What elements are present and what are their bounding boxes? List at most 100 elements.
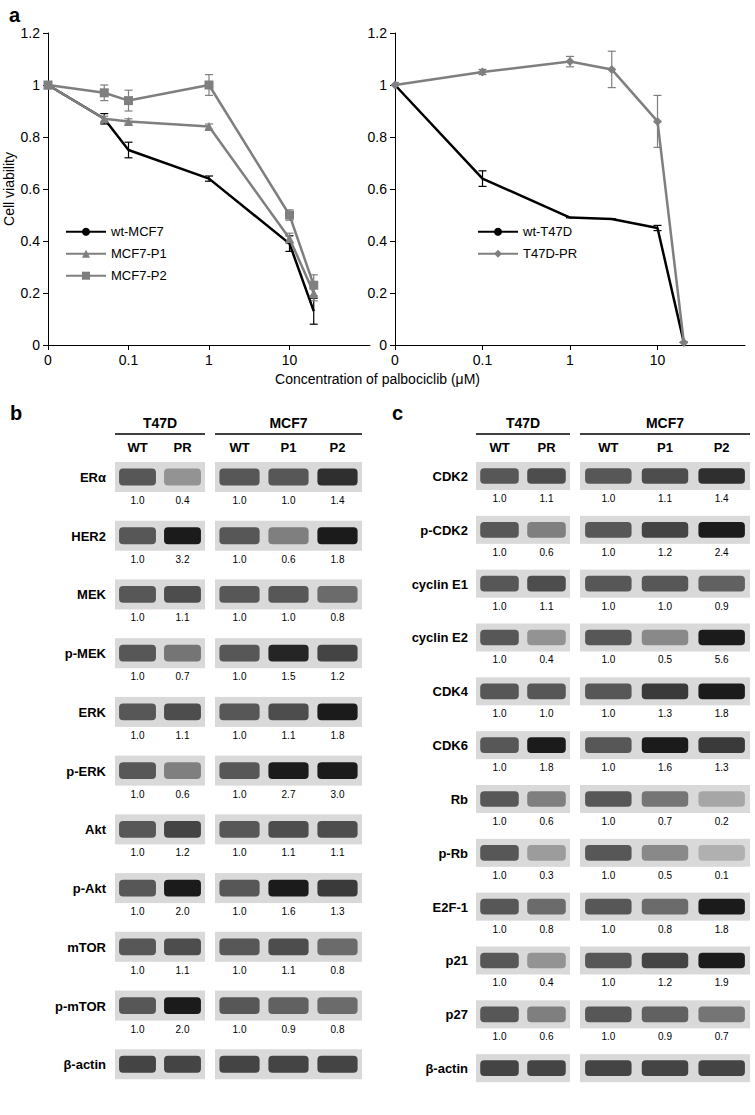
svg-text:MCF7: MCF7: [646, 415, 684, 431]
svg-text:0.7: 0.7: [658, 816, 672, 827]
svg-text:1.0: 1.0: [601, 762, 615, 773]
svg-text:1.0: 1.0: [131, 495, 145, 506]
svg-text:2.7: 2.7: [282, 789, 296, 800]
svg-text:0.1: 0.1: [473, 352, 493, 368]
svg-text:Concentration of palbociclib (: Concentration of palbociclib (μM): [275, 371, 480, 387]
svg-text:PR: PR: [537, 440, 556, 455]
svg-text:1.0: 1.0: [233, 730, 247, 741]
svg-text:b: b: [10, 402, 22, 424]
svg-text:mTOR: mTOR: [67, 940, 106, 955]
svg-text:0.4: 0.4: [176, 495, 190, 506]
svg-text:1.2: 1.2: [658, 547, 672, 558]
svg-text:Cell viability: Cell viability: [1, 152, 17, 226]
svg-text:1.2: 1.2: [176, 847, 190, 858]
svg-text:1.0: 1.0: [493, 816, 507, 827]
svg-text:1.0: 1.0: [493, 654, 507, 665]
svg-text:1.0: 1.0: [493, 977, 507, 988]
svg-text:0: 0: [379, 337, 387, 353]
svg-text:0.7: 0.7: [715, 1031, 729, 1042]
svg-text:1.1: 1.1: [658, 493, 672, 504]
svg-text:10: 10: [650, 352, 666, 368]
svg-text:1.0: 1.0: [233, 495, 247, 506]
svg-text:1.0: 1.0: [131, 730, 145, 741]
svg-text:1.0: 1.0: [131, 965, 145, 976]
svg-text:1.0: 1.0: [131, 612, 145, 623]
svg-text:1.8: 1.8: [540, 762, 554, 773]
svg-text:1.0: 1.0: [601, 977, 615, 988]
svg-text:1.1: 1.1: [540, 601, 554, 612]
svg-text:1.0: 1.0: [601, 870, 615, 881]
svg-text:WT: WT: [229, 440, 249, 455]
svg-text:1.8: 1.8: [715, 708, 729, 719]
svg-text:β-actin: β-actin: [63, 1057, 106, 1072]
svg-text:0: 0: [391, 352, 399, 368]
svg-text:1.0: 1.0: [233, 1024, 247, 1035]
svg-text:WT: WT: [127, 440, 147, 455]
svg-text:1.0: 1.0: [493, 708, 507, 719]
svg-text:1: 1: [379, 77, 387, 93]
svg-text:1.0: 1.0: [493, 762, 507, 773]
svg-text:1.1: 1.1: [540, 493, 554, 504]
svg-text:3.2: 3.2: [176, 554, 190, 565]
svg-text:0.5: 0.5: [658, 654, 672, 665]
svg-text:p-Akt: p-Akt: [73, 881, 107, 896]
svg-text:0.6: 0.6: [540, 816, 554, 827]
svg-text:1.2: 1.2: [331, 671, 345, 682]
svg-text:0.7: 0.7: [176, 671, 190, 682]
svg-text:0.9: 0.9: [282, 1024, 296, 1035]
svg-text:2.0: 2.0: [176, 906, 190, 917]
svg-text:β-actin: β-actin: [425, 1061, 468, 1076]
svg-text:wt-MCF7: wt-MCF7: [110, 224, 164, 239]
svg-text:1.0: 1.0: [493, 1031, 507, 1042]
svg-text:1.8: 1.8: [715, 924, 729, 935]
svg-text:1.0: 1.0: [131, 789, 145, 800]
svg-text:0.8: 0.8: [331, 612, 345, 623]
svg-text:1.6: 1.6: [282, 906, 296, 917]
svg-text:T47D: T47D: [506, 415, 540, 431]
svg-text:1.0: 1.0: [233, 789, 247, 800]
svg-text:T47D: T47D: [143, 415, 177, 431]
svg-text:1.0: 1.0: [493, 547, 507, 558]
svg-text:1.1: 1.1: [176, 612, 190, 623]
svg-text:1.0: 1.0: [601, 654, 615, 665]
svg-text:T47D-PR: T47D-PR: [523, 246, 577, 261]
svg-text:1.1: 1.1: [282, 730, 296, 741]
svg-text:1.0: 1.0: [131, 1024, 145, 1035]
svg-text:1.0: 1.0: [233, 906, 247, 917]
svg-text:1.8: 1.8: [331, 554, 345, 565]
svg-text:1.0: 1.0: [233, 554, 247, 565]
svg-text:0.2: 0.2: [715, 816, 729, 827]
svg-text:1.1: 1.1: [176, 965, 190, 976]
svg-text:1.0: 1.0: [601, 601, 615, 612]
svg-text:c: c: [392, 402, 403, 424]
svg-text:1: 1: [32, 77, 40, 93]
svg-text:CDK2: CDK2: [433, 469, 468, 484]
svg-text:p27: p27: [446, 1007, 468, 1022]
svg-text:1.0: 1.0: [131, 906, 145, 917]
svg-text:1.2: 1.2: [368, 25, 388, 41]
svg-text:0.3: 0.3: [540, 870, 554, 881]
svg-text:1.0: 1.0: [658, 601, 672, 612]
svg-text:1.0: 1.0: [233, 671, 247, 682]
svg-text:1.0: 1.0: [493, 493, 507, 504]
svg-text:1.0: 1.0: [282, 612, 296, 623]
svg-text:1.3: 1.3: [715, 762, 729, 773]
svg-text:0.9: 0.9: [715, 601, 729, 612]
svg-text:1.0: 1.0: [233, 965, 247, 976]
svg-text:0.6: 0.6: [176, 789, 190, 800]
svg-text:0.8: 0.8: [368, 129, 388, 145]
svg-text:MCF7-P1: MCF7-P1: [111, 246, 167, 261]
svg-text:5.6: 5.6: [715, 654, 729, 665]
svg-text:1.8: 1.8: [331, 730, 345, 741]
svg-text:2.4: 2.4: [715, 547, 729, 558]
svg-text:1.1: 1.1: [176, 730, 190, 741]
svg-text:0: 0: [44, 352, 52, 368]
svg-text:1.9: 1.9: [715, 977, 729, 988]
svg-text:MEK: MEK: [77, 587, 107, 602]
svg-text:1.0: 1.0: [601, 924, 615, 935]
svg-text:1.6: 1.6: [658, 762, 672, 773]
svg-text:WT: WT: [598, 440, 618, 455]
svg-text:1.0: 1.0: [282, 495, 296, 506]
svg-text:0.4: 0.4: [540, 977, 554, 988]
svg-text:1.0: 1.0: [233, 847, 247, 858]
